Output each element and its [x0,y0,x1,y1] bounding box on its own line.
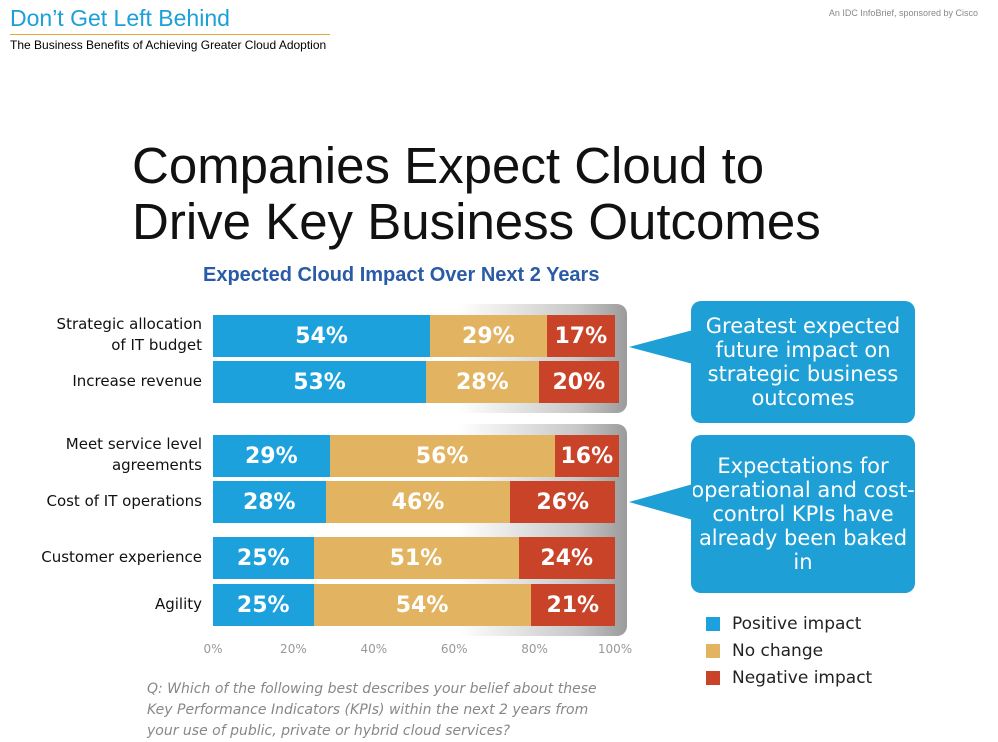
category-label: Agility [155,594,202,615]
callout-strategic-text: Greatest expected future impact on strat… [705,314,901,410]
x-tick-label: 40% [360,642,388,656]
category-label-line: Agility [154,594,202,613]
legend-item-negative: Negative impact [706,664,872,691]
category-label: Strategic allocation of IT budget [57,314,202,356]
bar-segment-positive: 25% [213,584,314,626]
category-label-line: Meet service level [65,435,202,453]
bar-segment-no-change: 28% [426,361,539,403]
x-tick-label: 80% [521,642,548,656]
bar-segment-negative: 17% [546,315,615,357]
bar-segment-negative: 21% [530,584,615,626]
category-label-line: Customer experience [41,547,202,566]
header-divider [10,34,330,35]
legend: Positive impact No change Negative impac… [706,610,872,691]
data-label: 17% [554,323,608,349]
category-label-line: agreements [111,456,202,474]
category-label: Increase revenue [72,371,202,392]
callout-operational: Expectations for operational and cost-co… [691,435,915,593]
callout-strategic-pointer [629,330,693,364]
brand-note: An IDC InfoBrief, sponsored by Cisco [828,8,978,18]
category-label-line: Increase revenue [72,371,202,390]
bar-segment-positive: 54% [213,315,431,357]
data-label: 21% [546,592,600,618]
headline-line-2: Drive Key Business Outcomes [132,193,821,250]
x-tick-label: 0% [203,642,223,656]
data-label: 56% [415,443,469,469]
bar-segment-positive: 28% [213,481,326,523]
category-label-line: Strategic allocation [56,315,202,333]
legend-swatch-positive [706,616,720,631]
bar-segment-negative: 20% [538,361,619,403]
data-label: 28% [242,489,296,515]
data-label: 53% [293,369,346,395]
data-label: 51% [389,545,443,571]
legend-swatch-no-change [706,643,720,658]
data-label: 54% [295,323,348,349]
data-label: 54% [395,592,449,618]
data-label: 25% [236,545,290,571]
callout-operational-text: Expectations for operational and cost-co… [691,454,915,574]
bar-segment-no-change: 51% [313,537,519,579]
data-label: 29% [244,443,298,469]
category-label-line: Cost of IT operations [46,491,202,510]
bar-segment-positive: 29% [213,435,330,477]
report-title: Don’t Get Left Behind [10,5,230,31]
callout-strategic: Greatest expected future impact on strat… [691,301,915,423]
bar-segment-positive: 25% [213,537,314,579]
data-label: 26% [536,489,590,515]
legend-label-no-change: No change [732,640,824,661]
callout-operational-pointer [629,484,693,520]
data-label: 24% [540,545,594,571]
data-label: 20% [552,369,606,395]
headline-line-1: Companies Expect Cloud to [132,137,765,194]
legend-label-negative: Negative impact [732,667,873,688]
bar-segment-negative: 16% [554,435,619,477]
legend-item-no-change: No change [706,637,872,664]
page-headline: Companies Expect Cloud to Drive Key Busi… [132,138,821,250]
legend-swatch-negative [706,670,720,685]
bar-segment-negative: 24% [518,537,615,579]
category-label: Cost of IT operations [46,491,202,512]
category-label-line: of IT budget [111,336,202,354]
data-label: 25% [236,592,290,618]
bar-segment-positive: 53% [213,361,427,403]
x-tick-label: 60% [440,642,468,656]
bar-segment-no-change: 56% [329,435,555,477]
data-label: 16% [560,443,614,469]
chart-title: Expected Cloud Impact Over Next 2 Years [203,264,600,286]
legend-item-positive: Positive impact [706,610,872,637]
bar-segment-no-change: 46% [325,481,511,523]
x-tick-label: 100% [597,642,633,656]
survey-question-footnote: Q: Which of the following best describes… [147,681,597,739]
data-label: 29% [462,323,515,349]
bar-segment-negative: 26% [510,481,615,523]
category-label: Meet service level agreements [66,434,202,476]
data-label: 28% [455,369,509,395]
bar-segment-no-change: 29% [430,315,547,357]
category-label: Customer experience [41,547,202,568]
x-tick-label: 20% [280,642,307,656]
legend-label-positive: Positive impact [732,613,862,634]
bar-segment-no-change: 54% [313,584,531,626]
report-subtitle: The Business Benefits of Achieving Great… [10,38,327,52]
data-label: 46% [391,489,445,515]
